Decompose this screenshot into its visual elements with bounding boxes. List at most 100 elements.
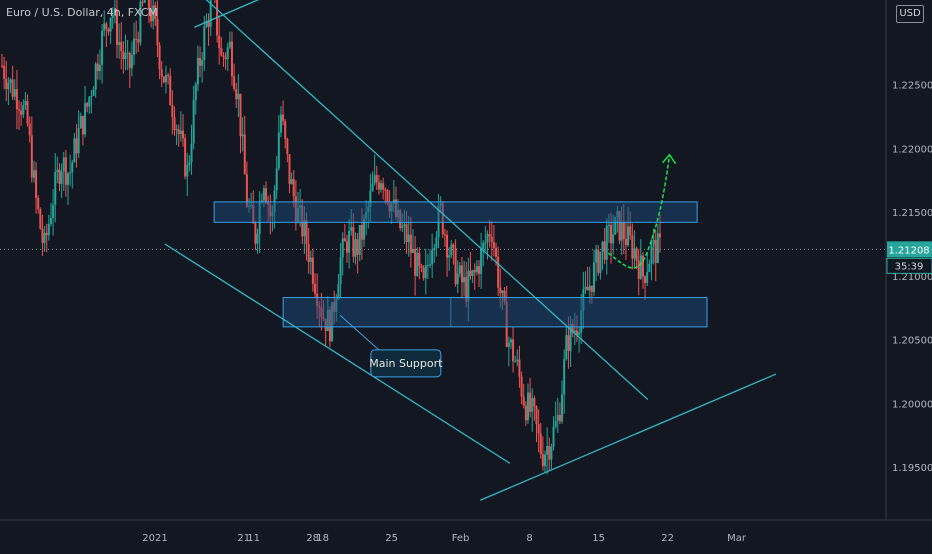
candle-down [252, 204, 255, 224]
candle-up [373, 174, 376, 184]
candle-down [169, 76, 172, 106]
candle-down [499, 287, 502, 294]
candle-down [399, 210, 402, 229]
candle-down [460, 265, 463, 283]
candle-up [550, 446, 553, 460]
time-tick-label: 15 [592, 533, 605, 544]
candle-down [360, 225, 363, 240]
candle-down [284, 121, 287, 140]
candle-up [526, 392, 529, 421]
candle-up [303, 220, 306, 237]
candle-up [646, 272, 649, 284]
candle-down [182, 130, 185, 139]
candle-up [296, 207, 299, 222]
candle-up [260, 200, 263, 202]
candle-up [656, 233, 659, 263]
candle-up [390, 203, 393, 212]
candle-down [386, 190, 389, 203]
candle-down [305, 220, 308, 245]
candle-down [11, 79, 14, 97]
candle-up [94, 63, 97, 90]
candle-up [331, 302, 334, 342]
candle-up [237, 93, 240, 100]
candle-up [271, 212, 274, 217]
candle-down [184, 138, 187, 177]
candle-up [601, 241, 604, 252]
candle-down [375, 174, 378, 183]
candle-up [250, 204, 253, 206]
candle-down [30, 135, 33, 178]
candle-down [324, 319, 327, 331]
candle-up [639, 255, 642, 279]
candle-down [454, 247, 457, 285]
time-tick-label: 8 [526, 533, 532, 544]
candle-down [320, 307, 323, 318]
candle-down [81, 116, 84, 135]
candle-up [509, 339, 512, 343]
candle-up [71, 162, 74, 173]
candle-up [367, 206, 370, 212]
candle-down [452, 244, 455, 248]
candle-down [637, 260, 640, 279]
candle-down [224, 57, 227, 60]
candle-up [433, 247, 436, 251]
candle-up [569, 323, 572, 351]
candle-up [565, 335, 568, 360]
candle-up [369, 190, 372, 207]
candle-up [458, 265, 461, 274]
candle-down [497, 256, 500, 288]
callout-pointer [339, 315, 380, 351]
candle-down [316, 293, 319, 307]
candle-down [492, 241, 495, 248]
candle-up [118, 41, 121, 45]
candle-up [32, 170, 35, 178]
candle-up [486, 234, 489, 243]
candle-down [18, 109, 21, 111]
candle-down [282, 114, 285, 122]
candle-down [269, 204, 272, 217]
candle-up [614, 217, 617, 235]
candle-down [590, 285, 593, 292]
candle-down [199, 57, 202, 66]
upper-downtrend-line [205, 0, 649, 401]
candle-down [207, 21, 210, 27]
candle-down [58, 169, 61, 184]
candle-down [64, 157, 67, 185]
candle-down [465, 277, 468, 302]
candle-up [209, 0, 212, 27]
price-tick-label: 1.22000 [892, 144, 932, 155]
current-price-label: 1.21208 [888, 245, 929, 256]
candle-down [394, 199, 397, 218]
annotation-box [370, 349, 442, 378]
candle-down [307, 244, 310, 262]
candle-up [531, 398, 534, 412]
candle-down [535, 406, 538, 425]
candle-up [335, 299, 338, 312]
candle-down [35, 170, 38, 198]
candle-up [358, 225, 361, 255]
candle-down [469, 270, 472, 276]
candle-up [164, 75, 167, 83]
candle-down [218, 35, 221, 49]
price-tick-label: 1.22500 [892, 81, 932, 92]
candle-up [592, 262, 595, 292]
candle-up [60, 171, 63, 184]
candle-up [584, 286, 587, 290]
candle-up [516, 359, 519, 362]
candle-up [194, 84, 197, 101]
candle-up [580, 310, 583, 333]
candle-down [409, 234, 412, 253]
candle-up [482, 242, 485, 249]
candle-up [69, 172, 72, 174]
candle-up [290, 179, 293, 185]
candle-down [286, 139, 289, 155]
candle-up [226, 47, 229, 60]
candle-down [622, 221, 625, 239]
symbol-title: Euro / U.S. Dollar, 4h, FXCM [6, 6, 158, 19]
candle-up [463, 277, 466, 283]
currency-button[interactable]: USD [896, 5, 924, 23]
candle-down [477, 266, 480, 274]
candle-down [154, 5, 157, 19]
